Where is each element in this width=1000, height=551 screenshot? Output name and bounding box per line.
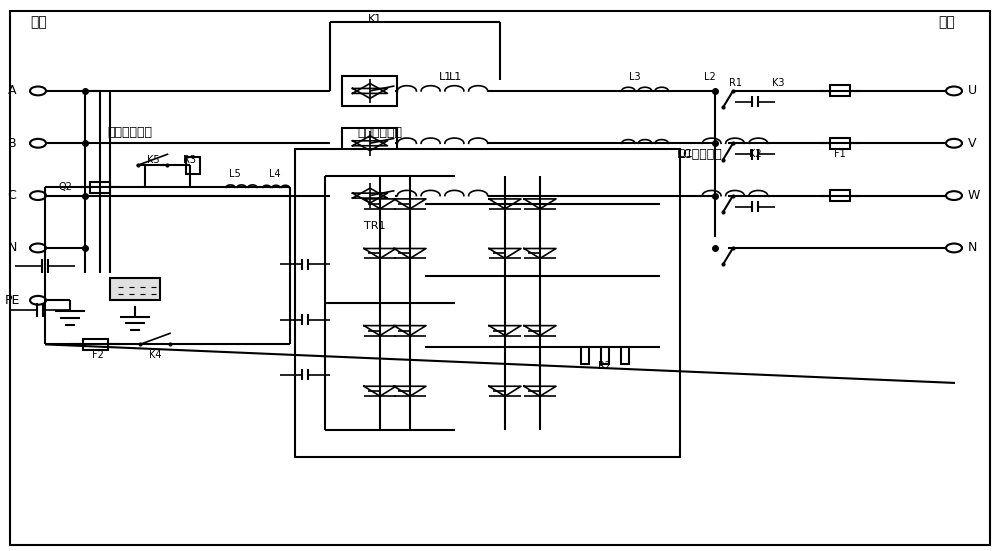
Text: 三电平变流器: 三电平变流器 (358, 126, 402, 139)
Text: F1: F1 (834, 149, 846, 159)
Text: TR1: TR1 (364, 221, 386, 231)
Bar (295, 149, 680, 457)
Text: K2: K2 (749, 149, 761, 159)
Bar (621, 347, 629, 364)
Text: U: U (968, 84, 977, 98)
Text: 电容储能单元: 电容储能单元 (108, 126, 152, 139)
Text: K3: K3 (772, 78, 784, 88)
Text: 负载: 负载 (938, 15, 955, 29)
Bar (342, 76, 397, 106)
Bar (581, 347, 589, 364)
Text: N: N (968, 241, 977, 255)
Text: K4: K4 (149, 350, 161, 360)
Text: W: W (968, 189, 980, 202)
Bar (90, 182, 110, 193)
Bar (601, 347, 609, 364)
Text: R2: R2 (598, 361, 612, 371)
Text: A: A (8, 84, 16, 98)
Text: Q2: Q2 (58, 182, 72, 192)
Bar (186, 157, 200, 174)
Text: LC滤波单元: LC滤波单元 (677, 148, 723, 161)
Text: B: B (8, 137, 16, 150)
Bar (342, 128, 397, 159)
Bar (82, 339, 108, 350)
Bar (830, 138, 850, 149)
Text: L1: L1 (438, 72, 452, 82)
Text: K1: K1 (368, 14, 382, 24)
Text: V: V (968, 137, 976, 150)
Text: R3: R3 (184, 155, 196, 165)
Bar (342, 181, 397, 211)
Text: PE: PE (4, 294, 20, 307)
Text: C: C (8, 189, 16, 202)
Text: L4: L4 (269, 169, 281, 179)
Text: N: N (7, 241, 17, 255)
Bar (110, 278, 160, 300)
Text: K5: K5 (147, 155, 159, 165)
Text: F2: F2 (92, 350, 104, 360)
Text: L1: L1 (448, 72, 462, 82)
Bar (830, 190, 850, 201)
Text: L3: L3 (629, 72, 641, 82)
Text: R1: R1 (728, 78, 742, 88)
Text: Q1: Q1 (677, 149, 693, 159)
Text: 电网: 电网 (30, 15, 47, 29)
Text: L5: L5 (229, 169, 241, 179)
Text: L2: L2 (704, 72, 716, 82)
Bar (830, 85, 850, 96)
